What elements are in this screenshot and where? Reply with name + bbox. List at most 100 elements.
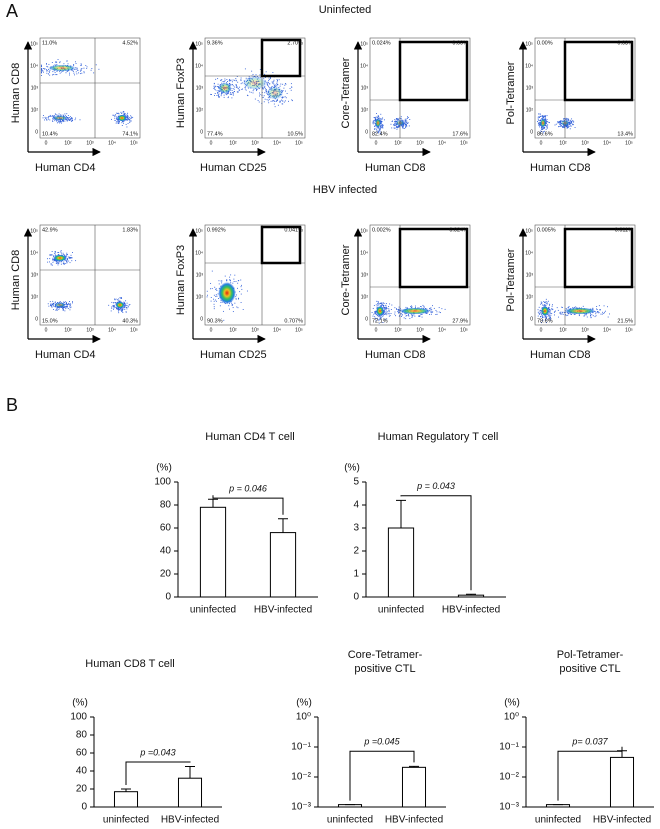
event-dot <box>218 283 220 285</box>
event-dot <box>123 306 125 308</box>
event-dot <box>74 74 75 76</box>
event-dot <box>125 304 127 306</box>
event-dot <box>284 100 286 102</box>
event-dot <box>66 307 68 308</box>
event-dot <box>69 307 71 309</box>
event-dot <box>69 301 70 302</box>
axis-tick-label: 10⁵ <box>130 140 138 146</box>
event-dot <box>565 126 567 128</box>
event-dot <box>54 115 56 117</box>
event-dot <box>405 318 407 320</box>
event-dot <box>560 120 562 122</box>
event-dot <box>395 308 397 310</box>
event-dot <box>116 117 118 119</box>
event-dot <box>59 301 61 303</box>
event-dot <box>279 85 281 87</box>
event-dot <box>380 125 382 126</box>
event-dot <box>233 88 235 90</box>
y-axis-label: Pol-Tetramer <box>505 248 517 311</box>
event-dot <box>551 309 553 311</box>
chart-title: positive CTL <box>354 663 415 675</box>
event-dot <box>214 85 216 87</box>
event-dot <box>567 314 569 316</box>
event-dot <box>232 282 234 284</box>
event-dot <box>66 302 68 304</box>
event-dot <box>569 119 571 121</box>
event-dot <box>382 124 384 126</box>
event-dot <box>384 307 385 309</box>
event-dot <box>273 103 275 105</box>
event-dot <box>52 74 54 76</box>
event-dot <box>266 82 268 84</box>
event-dot <box>234 274 236 276</box>
event-dot <box>398 311 400 313</box>
axis-tick-label: 10² <box>526 294 534 300</box>
event-dot <box>70 306 72 308</box>
event-dot <box>111 306 113 308</box>
event-dot <box>438 311 440 313</box>
event-dot <box>268 77 270 79</box>
event-dot <box>380 123 382 124</box>
event-dot <box>272 83 274 85</box>
y-tick-label: 10⁻¹ <box>291 742 311 753</box>
event-dot <box>384 313 386 315</box>
event-dot <box>543 130 545 132</box>
density-core <box>54 302 66 308</box>
event-dot <box>558 121 560 123</box>
event-dot <box>380 126 382 128</box>
event-dot <box>600 313 602 315</box>
density-core <box>376 306 384 316</box>
event-dot <box>123 302 125 304</box>
event-dot <box>117 310 119 312</box>
event-dot <box>234 302 236 304</box>
event-dot <box>116 307 118 309</box>
event-dot <box>566 119 568 121</box>
event-dot <box>235 296 237 298</box>
event-dot <box>602 311 604 313</box>
event-dot <box>267 100 269 102</box>
axis-tick-label: 10² <box>64 140 72 146</box>
event-dot <box>221 82 223 84</box>
event-dot <box>53 256 55 258</box>
event-dot <box>268 79 270 81</box>
event-dot <box>257 100 259 102</box>
event-dot <box>56 307 58 309</box>
event-dot <box>56 119 58 121</box>
event-dot <box>379 317 381 319</box>
chart-title: Pol-Tetramer- <box>557 649 624 661</box>
event-dot <box>56 263 58 264</box>
event-dot <box>46 69 48 71</box>
quadrant-percent: 90.3% <box>207 318 223 324</box>
event-dot <box>218 96 220 98</box>
quadrant-percent: 1.83% <box>122 227 138 233</box>
event-dot <box>240 302 242 304</box>
event-dot <box>390 313 392 314</box>
event-dot <box>57 261 58 263</box>
quadrant-percent: 2.70% <box>287 40 303 46</box>
event-dot <box>125 115 127 117</box>
event-dot <box>69 72 71 74</box>
quadrant-percent: 86.6% <box>537 131 553 137</box>
event-dot <box>394 127 396 129</box>
y-unit: (%) <box>296 698 312 709</box>
event-dot <box>57 302 59 304</box>
chart-title: Human CD8 T cell <box>85 658 174 670</box>
event-dot <box>266 83 268 85</box>
event-dot <box>371 312 373 313</box>
axis-tick-label: 10³ <box>581 327 589 333</box>
event-dot <box>235 79 237 81</box>
event-dot <box>49 261 50 263</box>
event-dot <box>426 313 428 314</box>
event-dot <box>382 125 384 127</box>
event-dot <box>126 307 128 309</box>
event-dot <box>270 77 271 79</box>
y-tick-label: 5 <box>353 477 359 488</box>
event-dot <box>111 301 113 303</box>
x-axis-label: Human CD8 <box>530 349 591 361</box>
event-dot <box>240 293 242 295</box>
event-dot <box>62 252 64 254</box>
event-dot <box>377 117 379 119</box>
event-dot <box>71 117 73 119</box>
gate-box <box>260 225 302 265</box>
event-dot <box>385 306 387 308</box>
